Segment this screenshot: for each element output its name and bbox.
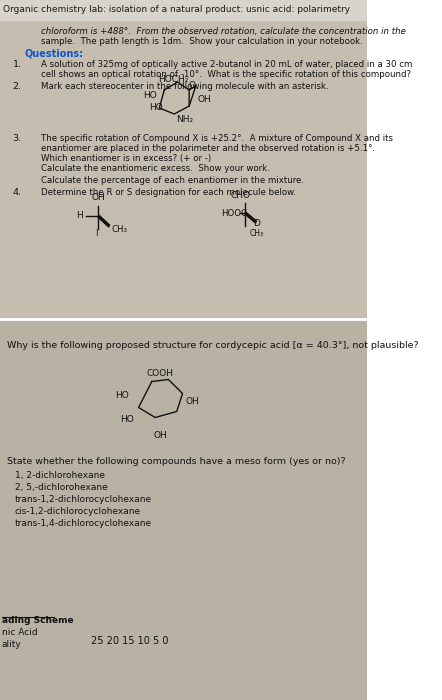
Text: Calculate the percentage of each enantiomer in the mixture.: Calculate the percentage of each enantio… — [42, 176, 305, 185]
Text: OH: OH — [185, 397, 199, 406]
Text: D: D — [253, 218, 260, 228]
Text: 25 20 15 10 5 0: 25 20 15 10 5 0 — [91, 636, 169, 646]
Text: 2.: 2. — [12, 82, 22, 91]
Text: ality: ality — [2, 640, 21, 649]
Text: OH: OH — [198, 95, 211, 104]
Text: OH: OH — [91, 193, 105, 202]
Text: I: I — [95, 230, 98, 239]
Text: COOH: COOH — [147, 369, 174, 378]
Text: HOOC: HOOC — [221, 209, 248, 218]
Polygon shape — [245, 212, 256, 223]
Text: nic Acid: nic Acid — [2, 628, 37, 637]
Text: HO: HO — [143, 92, 156, 101]
Text: HO: HO — [115, 391, 129, 400]
Text: Mark each stereocenter in the following molecule with an asterisk.: Mark each stereocenter in the following … — [42, 82, 329, 91]
Text: Determine the R or S designation for each molecule below.: Determine the R or S designation for eac… — [42, 188, 297, 197]
Text: cis-1,2-dichlorocyclohexane: cis-1,2-dichlorocyclohexane — [15, 507, 141, 515]
Bar — [0, 318, 367, 700]
Text: OH: OH — [153, 431, 167, 440]
Text: H: H — [76, 211, 83, 220]
Text: CH₃: CH₃ — [249, 228, 263, 237]
Text: sample.  The path length is 1dm.  Show your calculation in your notebook.: sample. The path length is 1dm. Show you… — [42, 37, 363, 46]
Text: NH₂: NH₂ — [176, 116, 193, 125]
Text: 3.: 3. — [12, 134, 22, 143]
Text: ading Scheme: ading Scheme — [2, 616, 73, 625]
Text: HOCH₂: HOCH₂ — [158, 76, 188, 85]
Text: 4.: 4. — [12, 188, 22, 197]
Text: enantiomer are placed in the polarimeter and the observed rotation is +5.1°.: enantiomer are placed in the polarimeter… — [42, 144, 376, 153]
Polygon shape — [98, 215, 110, 227]
Text: Why is the following proposed structure for cordycepic acid [α = 40.3°], not pla: Why is the following proposed structure … — [7, 340, 418, 349]
Text: The specific rotation of Compound X is +25.2°.  A mixture of Compound X and its: The specific rotation of Compound X is +… — [42, 134, 393, 143]
Text: A solution of 325mg of optically active 2-butanol in 20 mL of water, placed in a: A solution of 325mg of optically active … — [42, 60, 413, 69]
Text: cell shows an optical rotation of -10°.  What is the specific rotation of this c: cell shows an optical rotation of -10°. … — [42, 70, 412, 79]
Text: Which enantiomer is in excess? (+ or -): Which enantiomer is in excess? (+ or -) — [42, 154, 212, 163]
Text: chloroform is +488°.  From the observed rotation, calculate the concentration in: chloroform is +488°. From the observed r… — [42, 27, 406, 36]
Text: Questions:: Questions: — [25, 48, 84, 58]
Text: Organic chemistry lab: isolation of a natural product: usnic acid: polarimetry: Organic chemistry lab: isolation of a na… — [4, 6, 351, 15]
Text: trans-1,4-dichlorocyclohexane: trans-1,4-dichlorocyclohexane — [15, 519, 152, 528]
Text: trans-1,2-dichlorocyclohexane: trans-1,2-dichlorocyclohexane — [15, 494, 152, 503]
Text: 2, 5,-dichlorohexane: 2, 5,-dichlorohexane — [15, 482, 108, 491]
Bar — [0, 0, 367, 20]
Text: HO: HO — [120, 415, 134, 424]
Bar — [0, 0, 367, 318]
Text: 1, 2-dichlorohexane: 1, 2-dichlorohexane — [15, 470, 105, 480]
Text: CHO: CHO — [231, 190, 251, 199]
Text: CH₃: CH₃ — [111, 225, 127, 234]
Text: State whether the following compounds have a meso form (yes or no)?: State whether the following compounds ha… — [7, 456, 345, 466]
Text: HO: HO — [149, 104, 163, 113]
Text: O: O — [189, 81, 196, 90]
Text: Calculate the enantiomeric excess.  Show your work.: Calculate the enantiomeric excess. Show … — [42, 164, 270, 173]
Text: 1.: 1. — [12, 60, 22, 69]
